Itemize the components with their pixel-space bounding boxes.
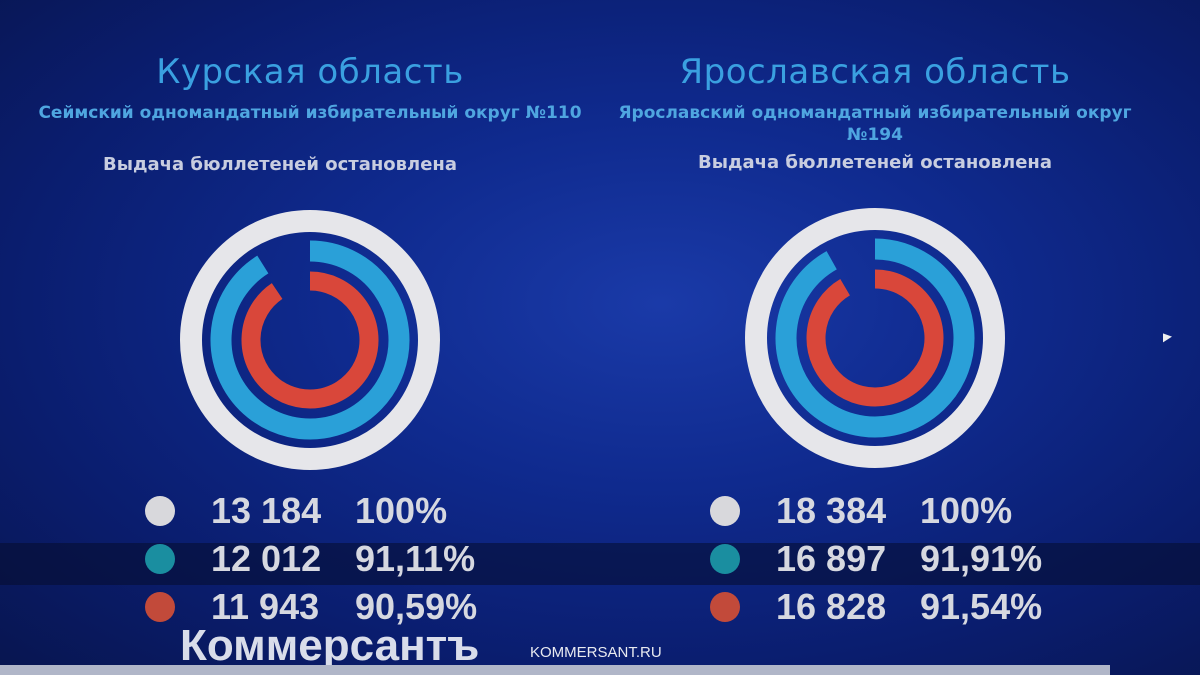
watermark-band — [0, 543, 1200, 585]
status-text: Выдача бюллетеней остановлена — [697, 152, 1053, 173]
ring-bar-1 — [775, 238, 975, 438]
legend-dot — [145, 544, 175, 574]
ring-bar-1 — [210, 240, 410, 440]
ring-bar-0 — [180, 210, 440, 470]
percent: 100% — [920, 490, 1013, 531]
panel-kursk: Курская область Сеймский одномандатный и… — [30, 0, 590, 175]
legend-row-issued: 12 012 91,11% — [145, 535, 477, 583]
district-subtitle: Ярославский одномандатный избирательный … — [618, 103, 1132, 145]
percent: 91,11% — [355, 538, 476, 579]
status-text: Выдача бюллетеней остановлена — [102, 154, 458, 175]
value: 13 184 — [211, 490, 322, 531]
legend-dot — [710, 592, 740, 622]
legend-row-total: 13 184 100% — [145, 487, 477, 535]
value: 11 943 — [211, 586, 320, 627]
screen-bottom-bar — [0, 665, 1110, 675]
value: 16 897 — [776, 538, 887, 579]
legend-kursk: 13 184 100% 12 012 91,11% 11 943 90,59% — [145, 487, 477, 631]
legend-dot — [710, 496, 740, 526]
legend-dot — [710, 544, 740, 574]
legend-row-red: 16 828 91,54% — [710, 583, 1042, 631]
ring-bar-2 — [806, 269, 944, 407]
region-title: Курская область — [156, 52, 464, 92]
percent: 91,91% — [920, 538, 1043, 579]
legend-row-total: 18 384 100% — [710, 487, 1042, 535]
watermark-logo: Коммерсантъ — [180, 621, 480, 670]
radial-chart-kursk — [180, 210, 440, 470]
panel-yaroslavl: Ярославская область Ярославский одноманд… — [595, 0, 1155, 173]
percent: 91,54% — [920, 586, 1043, 627]
radial-chart-yaroslavl — [745, 208, 1005, 468]
legend-dot — [145, 592, 175, 622]
watermark-site: KOMMERSANT.RU — [530, 644, 662, 661]
legend-row-red: 11 943 90,59% — [145, 583, 477, 631]
value: 16 828 — [776, 586, 887, 627]
mouse-cursor-icon — [1163, 333, 1172, 346]
legend-yaroslavl: 18 384 100% 16 897 91,91% 16 828 91,54% — [710, 487, 1042, 631]
district-subtitle: Сеймский одномандатный избирательный окр… — [38, 103, 582, 123]
region-title: Ярославская область — [679, 52, 1071, 92]
value: 12 012 — [211, 538, 322, 579]
legend-dot — [145, 496, 175, 526]
ring-bar-2 — [241, 271, 379, 409]
value: 18 384 — [776, 490, 887, 531]
percent: 100% — [355, 490, 448, 531]
ring-bar-0 — [745, 208, 1005, 468]
percent: 90,59% — [355, 586, 478, 627]
legend-row-issued: 16 897 91,91% — [710, 535, 1042, 583]
